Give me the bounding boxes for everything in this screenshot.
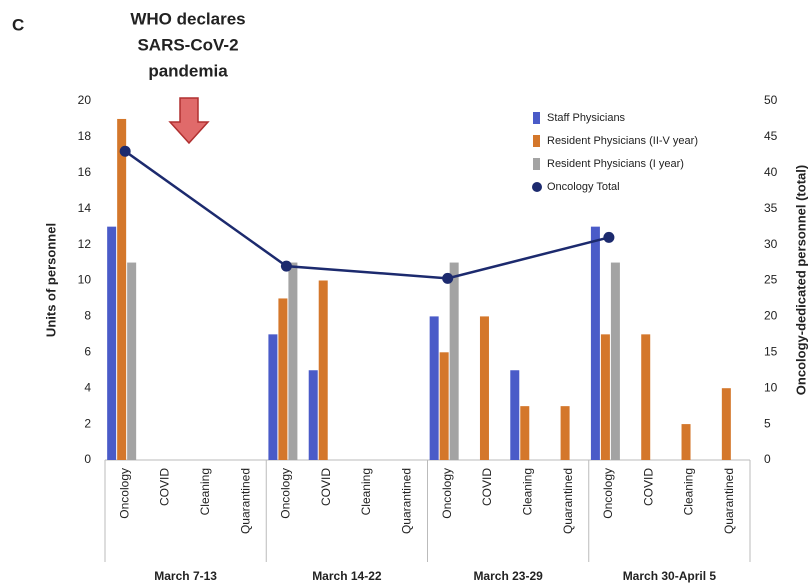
y-tick-label: 2 xyxy=(84,416,91,430)
y2-axis-title: Oncology-dedicated personnel (total) xyxy=(793,165,808,395)
annotation: SARS-CoV-2 xyxy=(137,35,238,54)
y2-tick-label: 25 xyxy=(764,273,778,287)
y2-tick-label: 0 xyxy=(764,452,771,466)
legend-label: Oncology Total xyxy=(547,181,620,193)
x-tick-label: Oncology xyxy=(601,468,615,519)
y-tick-label: 16 xyxy=(78,165,92,179)
legend-label: Staff Physicians xyxy=(547,112,626,124)
x-tick-label: Quarantined xyxy=(561,468,575,534)
bar xyxy=(449,262,459,460)
bar xyxy=(520,406,530,460)
y2-tick-label: 50 xyxy=(764,93,778,107)
y-tick-label: 20 xyxy=(78,93,92,107)
x-tick-label: Quarantined xyxy=(400,468,414,534)
bar xyxy=(610,262,620,460)
group-label: March 14-22 xyxy=(312,569,382,583)
x-tick-label: Quarantined xyxy=(238,468,252,534)
y-tick-label: 18 xyxy=(78,129,92,143)
bar xyxy=(278,298,288,460)
x-tick-label: COVID xyxy=(319,468,333,506)
x-tick-label: COVID xyxy=(480,468,494,506)
x-tick-label: Cleaning xyxy=(198,468,212,515)
x-tick-label: Cleaning xyxy=(682,468,696,515)
y-tick-label: 10 xyxy=(78,273,92,287)
x-tick-label: Cleaning xyxy=(520,468,534,515)
y-tick-label: 12 xyxy=(78,237,92,251)
legend-marker xyxy=(532,182,542,192)
x-tick-label: Oncology xyxy=(440,468,454,519)
x-tick-label: Oncology xyxy=(279,468,293,519)
bar xyxy=(288,262,298,460)
annotation-arrow xyxy=(168,97,210,145)
y2-tick-label: 15 xyxy=(764,344,778,358)
group-label: March 30-April 5 xyxy=(623,569,717,583)
y-tick-label: 8 xyxy=(84,309,91,323)
y2-tick-label: 35 xyxy=(764,201,778,215)
bar xyxy=(318,280,328,460)
panel-label: C xyxy=(12,15,24,34)
y-tick-label: 4 xyxy=(84,380,91,394)
bar xyxy=(510,370,520,460)
bar xyxy=(439,352,449,460)
y-tick-label: 14 xyxy=(78,201,92,215)
x-tick-label: COVID xyxy=(158,468,172,506)
legend-label: Resident Physicians (I year) xyxy=(547,158,684,170)
legend-marker xyxy=(533,135,540,147)
line-point xyxy=(280,260,292,272)
y-axis-title: Units of personnel xyxy=(43,223,58,337)
x-tick-label: Oncology xyxy=(117,468,131,519)
bar xyxy=(590,226,600,460)
y2-tick-label: 5 xyxy=(764,416,771,430)
y-tick-label: 6 xyxy=(84,344,91,358)
bar xyxy=(268,334,278,460)
y2-tick-label: 20 xyxy=(764,309,778,323)
bar xyxy=(308,370,318,460)
y2-tick-label: 10 xyxy=(764,380,778,394)
bar xyxy=(721,388,731,460)
annotation: pandemia xyxy=(148,61,228,80)
bar xyxy=(479,316,489,460)
line xyxy=(124,150,610,280)
group-label: March 7-13 xyxy=(154,569,217,583)
y2-tick-label: 30 xyxy=(764,237,778,251)
bar xyxy=(681,424,691,460)
line-point xyxy=(442,272,454,284)
legend-marker xyxy=(533,158,540,170)
bar xyxy=(429,316,439,460)
line-point xyxy=(603,231,615,243)
x-tick-label: Quarantined xyxy=(722,468,736,534)
line-point xyxy=(119,145,131,157)
bar xyxy=(117,118,127,460)
legend-marker xyxy=(533,112,540,124)
group-label: March 23-29 xyxy=(473,569,543,583)
y-tick-label: 0 xyxy=(84,452,91,466)
x-tick-label: Cleaning xyxy=(359,468,373,515)
bar xyxy=(127,262,137,460)
y2-tick-label: 40 xyxy=(764,165,778,179)
bar xyxy=(560,406,570,460)
annotation: WHO declares xyxy=(130,9,245,28)
y2-tick-label: 45 xyxy=(764,129,778,143)
bar xyxy=(107,226,117,460)
x-tick-label: COVID xyxy=(641,468,655,506)
bar xyxy=(600,334,610,460)
bar xyxy=(641,334,651,460)
legend-label: Resident Physicians (II-V year) xyxy=(547,135,698,147)
